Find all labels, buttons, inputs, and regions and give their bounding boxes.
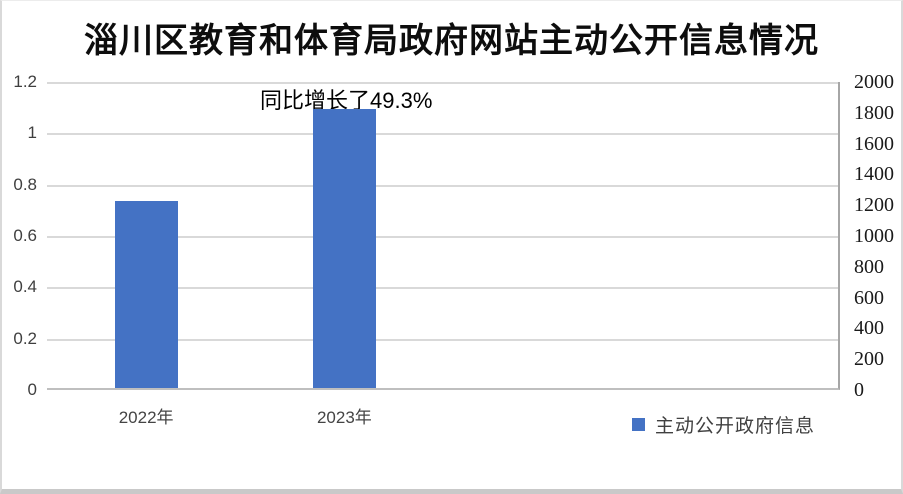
- chart-title: 淄川区教育和体育局政府网站主动公开信息情况: [84, 23, 819, 60]
- left-axis-tick-label: 1.2: [13, 72, 37, 91]
- left-axis-tick-label: 0: [27, 380, 37, 399]
- bar-2022年: [114, 201, 178, 388]
- legend-label: 主动公开政府信息: [655, 416, 816, 437]
- left-axis-tick-label: 1: [27, 123, 37, 143]
- legend: 主动公开政府信息: [632, 411, 815, 438]
- left-axis-tick-label: 0.2: [13, 328, 37, 348]
- right-axis-tick-label: 2000: [854, 71, 894, 93]
- left-axis-tick-label: 0.8: [13, 174, 37, 194]
- plot-area: [47, 82, 840, 390]
- gridline: [47, 184, 838, 187]
- right-axis-tick-label: 1400: [854, 163, 894, 186]
- right-axis-tick-label: 0: [854, 379, 864, 401]
- gridline: [47, 236, 838, 238]
- right-axis-tick-label: 1000: [854, 225, 894, 247]
- right-axis-tick-label: 1800: [854, 101, 894, 124]
- left-axis-tick-label: 0.4: [13, 277, 37, 297]
- right-axis-tick-label: 1600: [854, 132, 894, 155]
- right-axis-tick-label: 200: [854, 348, 884, 371]
- right-axis-tick-label: 400: [854, 317, 884, 340]
- right-axis-tick-label: 1200: [854, 194, 894, 217]
- gridline: [47, 338, 838, 341]
- legend-swatch-icon: [632, 418, 645, 431]
- gridline: [47, 287, 838, 290]
- right-axis-tick-label: 600: [854, 286, 884, 309]
- x-axis-label: 2023年: [316, 408, 372, 427]
- left-axis-tick-label: 0.6: [13, 226, 37, 245]
- right-axis-tick-label: 800: [854, 255, 884, 278]
- growth-annotation: 同比增长了49.3%: [260, 88, 433, 113]
- bar-2023年: [312, 109, 376, 388]
- gridline: [47, 82, 838, 84]
- gridline: [47, 133, 838, 136]
- x-axis-label: 2022年: [118, 408, 174, 427]
